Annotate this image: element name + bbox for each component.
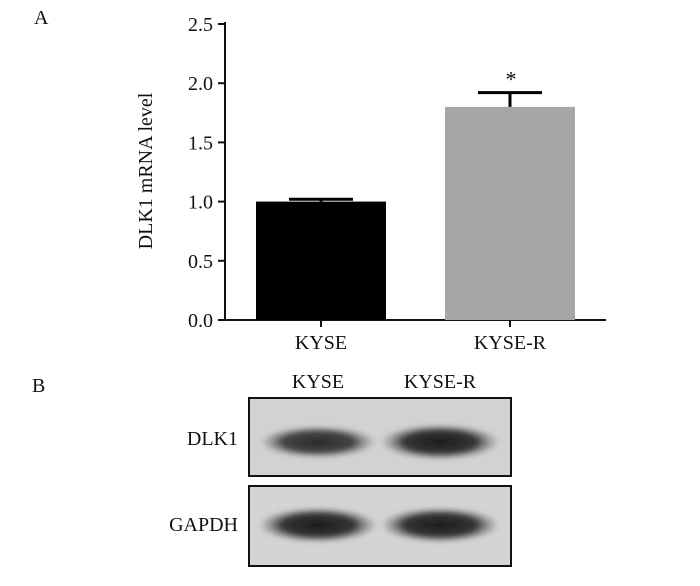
lane-label-kyse-r: KYSE-R (404, 371, 477, 393)
panel-b-label: B (32, 375, 45, 397)
y-tick-label: 1.5 (188, 132, 213, 154)
y-tick-label: 0.0 (188, 310, 213, 332)
x-tick-label: KYSE (295, 332, 347, 354)
blot-row-label-dlk1: DLK1 (187, 428, 238, 450)
y-axis-label: DLK1 mRNA level (135, 92, 157, 249)
significance-marker: * (506, 67, 517, 92)
blot-band (258, 507, 378, 543)
y-tick-label: 2.0 (188, 73, 213, 95)
y-tick-label: 0.5 (188, 251, 213, 273)
y-ticks: 0.0 0.5 1.0 1.5 2.0 2.5 (188, 14, 225, 332)
bar-kyse-r (445, 106, 575, 320)
lane-label-kyse: KYSE (292, 371, 344, 393)
bar-kyse (256, 201, 386, 320)
x-ticks: KYSE KYSE-R (295, 320, 547, 354)
blot-band (259, 425, 377, 459)
blot-row-label-gapdh: GAPDH (169, 514, 238, 536)
blot-band (380, 507, 500, 543)
bars: * (256, 67, 575, 320)
blot-band (380, 424, 500, 460)
bar-chart: 0.0 0.5 1.0 1.5 2.0 2.5 * KYSE KYSE-R DLK1 mRN… (135, 14, 606, 354)
y-tick-label: 1.0 (188, 192, 213, 214)
blot-dlk1 (248, 397, 512, 477)
x-tick-label: KYSE-R (474, 332, 547, 354)
y-tick-label: 2.5 (188, 14, 213, 36)
panel-a-label: A (34, 7, 49, 29)
blot-gapdh (248, 485, 512, 567)
